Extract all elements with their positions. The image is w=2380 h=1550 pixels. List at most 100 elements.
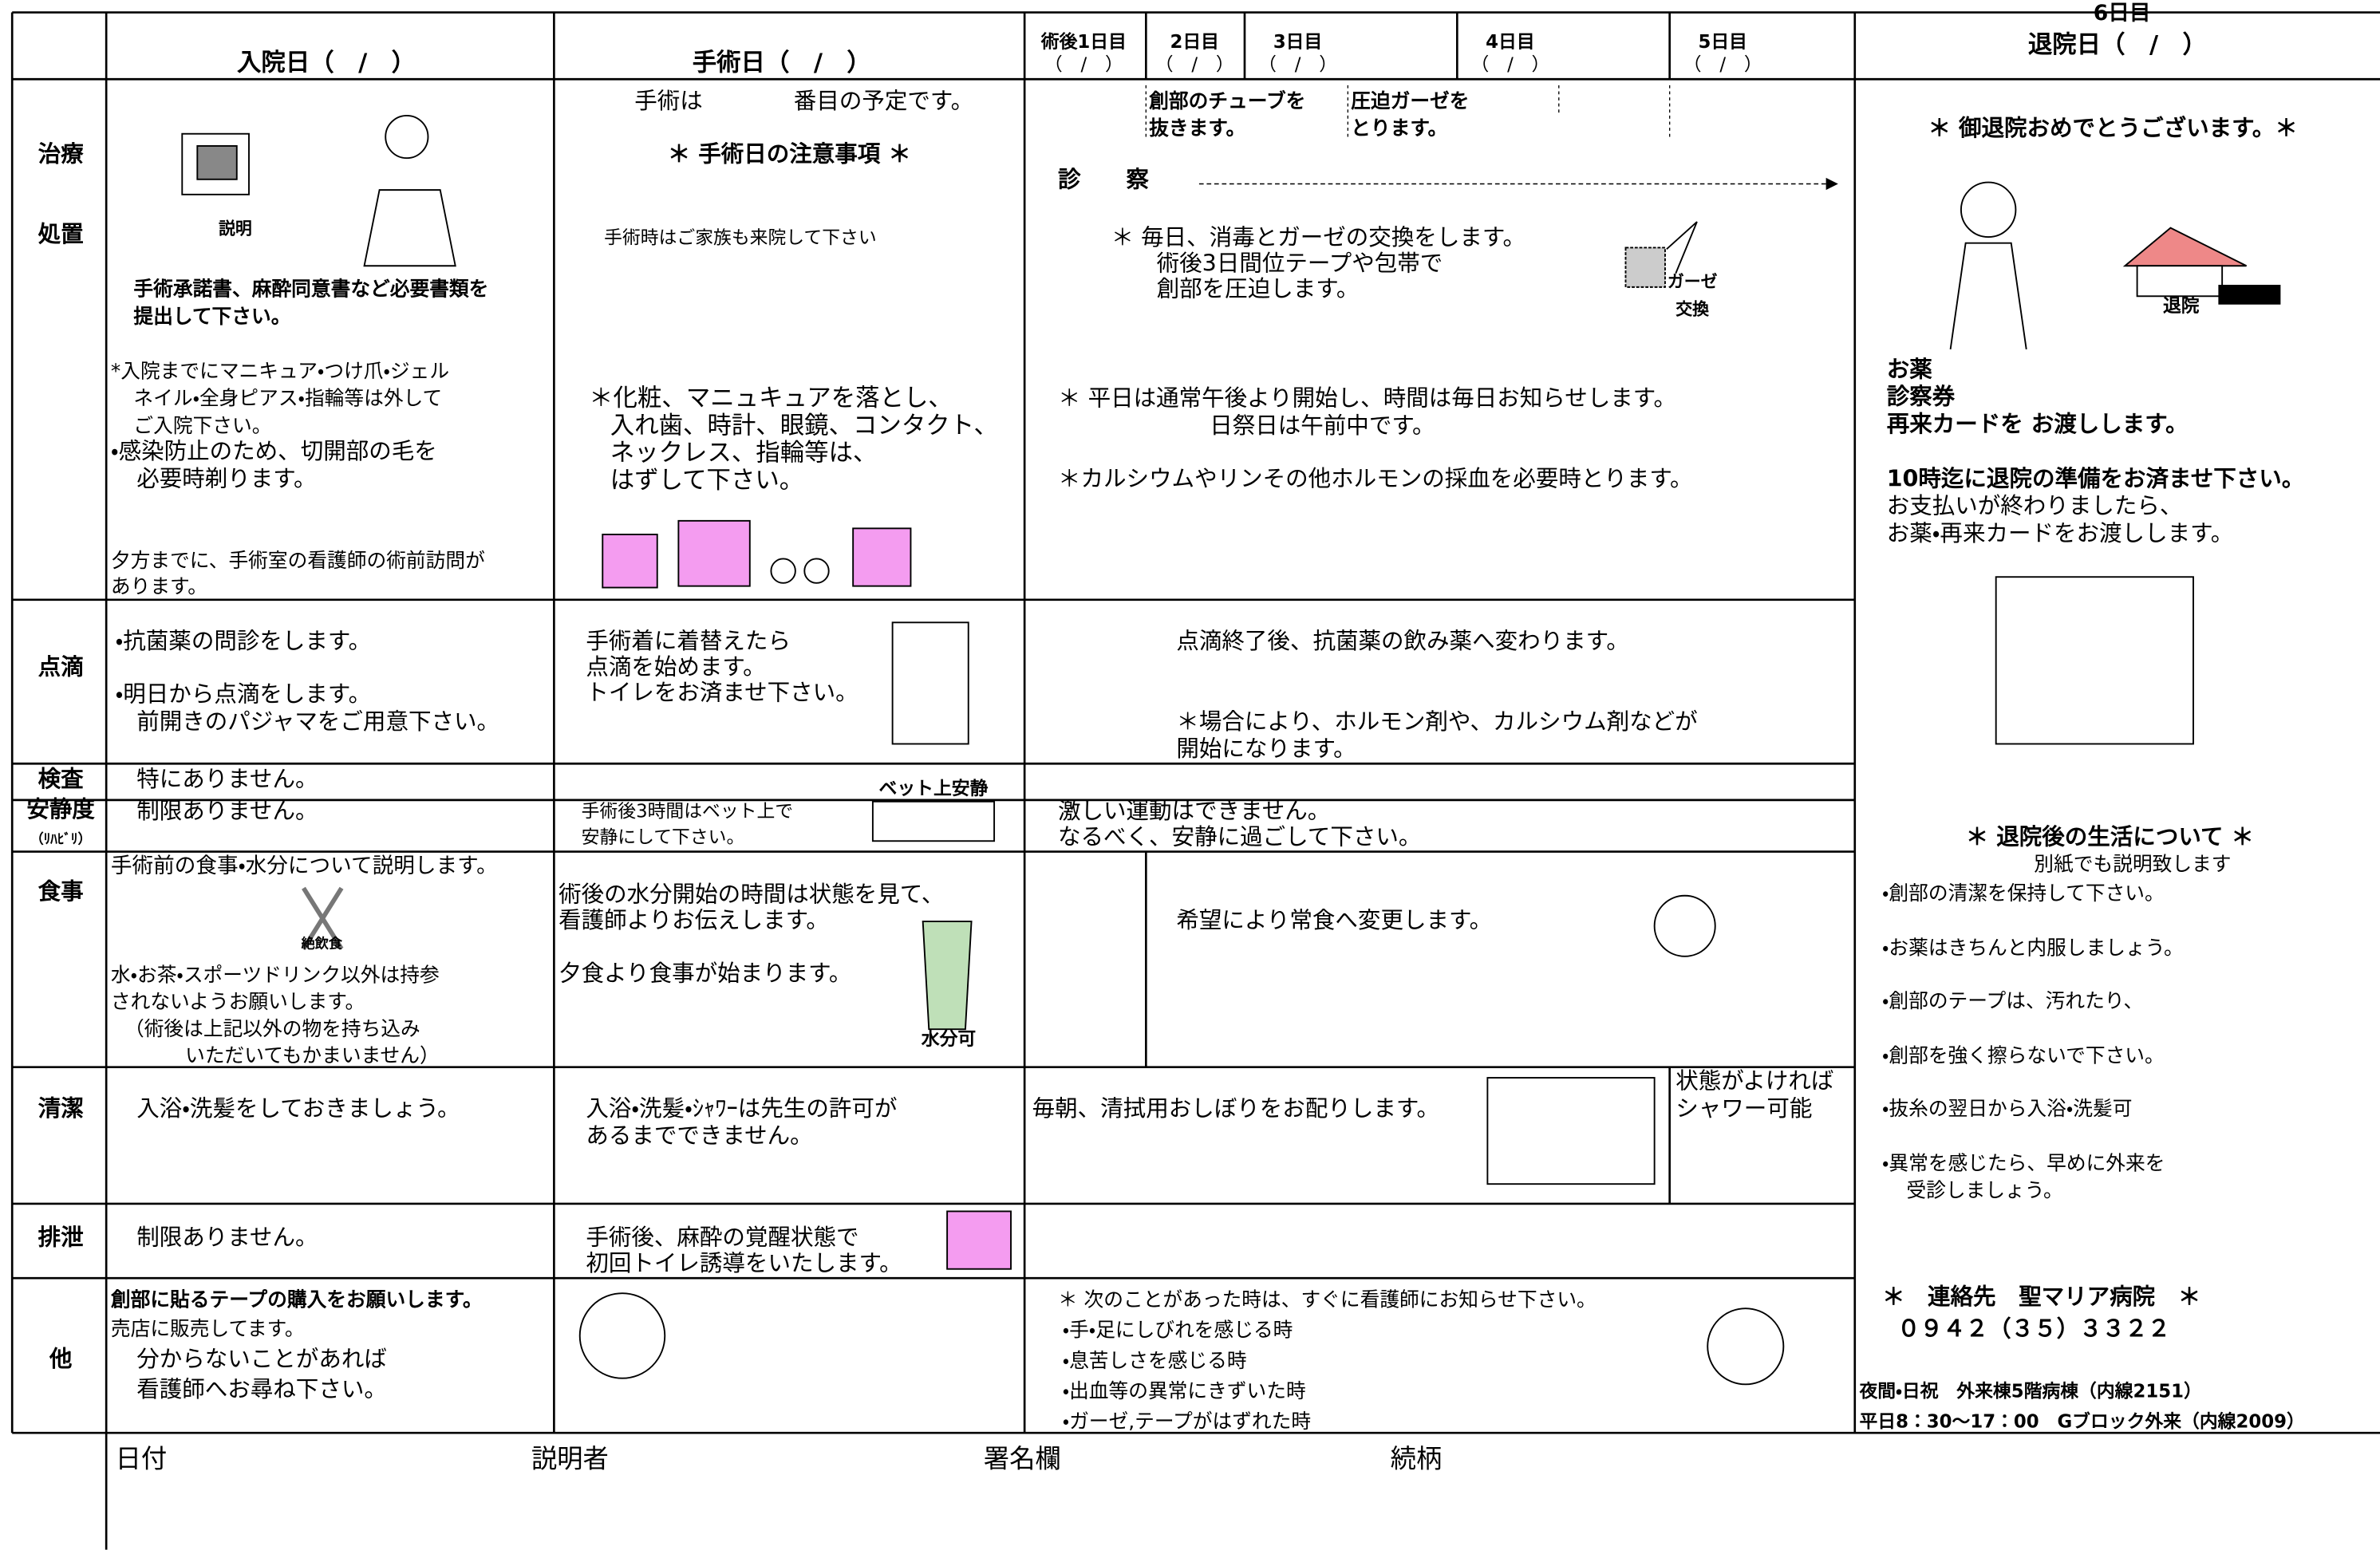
signature-label: 日付 (116, 1443, 168, 1473)
row-label: 安静度 (26, 796, 95, 822)
column-header: 2日目 (1170, 32, 1219, 53)
row-label: 処置 (38, 221, 84, 247)
text-line: 手術は 番目の予定です。 (634, 88, 973, 114)
row-label: 清潔 (38, 1095, 85, 1122)
text-line: 手術前の食事・水分について説明します。 (111, 854, 498, 878)
text-line: 抜きます。 (1149, 116, 1245, 140)
text-line: ご入院下さい。 (133, 414, 271, 437)
text-line: 激しい運動はできません。 (1058, 798, 1330, 824)
column-header: 手術日（ / ） (693, 49, 871, 77)
row-label: （ﾘﾊﾋﾞﾘ） (30, 830, 92, 847)
text-line: 水・お茶・スポーツドリンク以外は持参 (111, 964, 440, 987)
text-line: 圧迫ガーゼを (1351, 89, 1469, 112)
row-label: 点滴 (38, 653, 84, 680)
text-line: ＊場合により、ホルモン剤や、カルシウム剤などが (1176, 708, 1697, 735)
text-line: （術後は上記以外の物を持ち込み (124, 1017, 420, 1040)
row-label: 他 (49, 1346, 73, 1372)
icon-label: ガーゼ (1668, 272, 1718, 291)
text-line: 平日8：30～17：00 Gブロック外来（内線2009） (1859, 1410, 2304, 1432)
text-line: 点滴終了後、抗菌薬の飲み薬へ変わります。 (1176, 628, 1628, 654)
text-line: 看護師へお尋ね下さい。 (136, 1376, 387, 1402)
column-header: 3日目 (1273, 32, 1323, 53)
text-line: 手術承諾書、麻酔同意書など必要書類を (133, 278, 488, 301)
row-label: 治療 (38, 140, 85, 167)
text-line: ・お薬はきちんと内服しましょう。 (1882, 936, 2184, 959)
text-line: 制限ありません。 (136, 1225, 318, 1251)
column-date: （ / ） (1470, 55, 1549, 76)
signature-label: 続柄 (1391, 1443, 1443, 1473)
text-line: ・創部の清潔を保持して下さい。 (1882, 881, 2165, 905)
row-label: 検査 (38, 766, 85, 792)
text-line: 分からないことがあれば (136, 1346, 387, 1372)
text-line: 創部のチューブを (1149, 89, 1305, 112)
text-line: 診察券 (1887, 384, 1956, 410)
text-line: とります。 (1351, 116, 1447, 140)
text-line: 毎朝、清拭用おしぼりをお配りします。 (1032, 1095, 1439, 1122)
text-line: ・手・足にしびれを感じる時 (1063, 1319, 1293, 1342)
text-line: ＊カルシウムやリンその他ホルモンの採血を必要時とります。 (1058, 465, 1693, 491)
text-line: 状態がよければ (1675, 1068, 1833, 1094)
text-line: 売店に販売してます。 (111, 1317, 305, 1340)
text-line: 術後3日間位テープや包帯で (1157, 250, 1443, 276)
text-line: ・出血等の異常にきずいた時 (1063, 1379, 1306, 1402)
text-line: 入れ歯、時計、眼鏡、コンタクト、 (610, 412, 998, 440)
text-line: 創部を圧迫します。 (1157, 276, 1360, 302)
column-header: 術後1日目 (1040, 31, 1127, 53)
column-date: （ / ） (1155, 55, 1234, 76)
text-line: あります。 (111, 575, 207, 598)
text-line: なるべく、安静に過ごして下さい。 (1058, 823, 1421, 850)
text-line: 希望により常食へ変更します。 (1176, 907, 1492, 933)
text-line: 別紙でも説明致します (2034, 853, 2231, 876)
text-line: 手術後3時間はベット上で (582, 802, 793, 822)
text-line: 入浴・洗髪・ｼｬﾜｰは先生の許可が (586, 1095, 897, 1122)
icon-label: 交換 (1675, 299, 1710, 318)
column-header: 入院日（ / ） (237, 49, 416, 77)
text-line: 特にありません。 (136, 766, 318, 792)
icon-label: 絶飲食 (301, 936, 343, 952)
text-line: 受診しましょう。 (1906, 1179, 2062, 1202)
text-line: 前開きのパジャマをご用意下さい。 (136, 708, 499, 735)
column-header: 退院日（ / ） (2028, 31, 2207, 59)
text-line: 再来カードを お渡しします。 (1887, 411, 2189, 437)
text-line: ＊ 手術日の注意事項 ＊ (668, 140, 911, 167)
text-line: ＊ 退院後の生活について ＊ (1966, 823, 2254, 850)
text-line: ＊ 平日は通常午後より開始し、時間は毎日お知らせします。 (1058, 385, 1676, 412)
text-line: お支払いが終わりましたら、 (1887, 493, 2183, 519)
text-line: いただいてもかまいません） (185, 1044, 440, 1067)
text-line: ＊ 連絡先 聖マリア病院 ＊ (1882, 1284, 2200, 1310)
signature-label: 説明者 (531, 1443, 609, 1473)
text-line: お薬 (1887, 357, 1933, 383)
text-line: トイレをお済ませ下さい。 (586, 680, 858, 706)
icon-label: 退院 (2163, 296, 2200, 317)
text-line: ・明日から点滴をします。 (116, 681, 372, 708)
text-line: 夕方までに、手術室の看護師の術前訪問が (111, 549, 485, 572)
text-line: 夜間・日祝 外来棟5階病棟（内線2151） (1858, 1380, 2201, 1402)
icon-label: ベット上安静 (879, 778, 989, 799)
text-line: 手術着に着替えたら (586, 628, 791, 654)
text-line: 創部に貼るテープの購入をお願いします。 (111, 1288, 483, 1311)
text-line: ＊ 次のことがあった時は、すぐに看護師にお知らせ下さい。 (1058, 1288, 1597, 1311)
table-grid (10, 11, 2380, 1550)
column-header: 6日目 (2094, 1, 2151, 26)
text-line: ・創部を強く擦らないで下さい。 (1882, 1043, 2165, 1067)
text-line: 点滴を始めます。 (586, 653, 765, 680)
text-line: 提出して下さい。 (133, 305, 290, 328)
icon-label: 水分可 (921, 1029, 977, 1050)
row-label: 食事 (38, 878, 84, 905)
text-line: ネックレス、指輪等は、 (610, 440, 878, 467)
text-line: 手術後、麻酔の覚醒状態で (586, 1225, 858, 1251)
text-line: 初回トイレ誘導をいたします。 (586, 1250, 902, 1276)
text-line: ＊化粧、マニュキュアを落とし、 (589, 385, 953, 412)
text-line: *入院までにマニキュア・つけ爪・ジェル (111, 359, 449, 382)
text-line: ＊ 毎日、消毒とガーゼの交換をします。 (1111, 224, 1526, 250)
text-line: ・抜糸の翌日から入浴・洗髪可 (1882, 1097, 2132, 1120)
text-line: お薬・再来カードをお渡しします。 (1887, 520, 2234, 546)
text-line: ・感染防止のため、切開部の毛を (111, 438, 437, 464)
text-line: ・抗菌薬の問診をします。 (116, 628, 372, 654)
text-line: 制限ありません。 (136, 798, 318, 824)
text-line: されないようお願いします。 (111, 990, 365, 1013)
icon-label: 説明 (219, 219, 252, 239)
text-line: ０９４２（３５）３３２２ (1897, 1315, 2170, 1342)
column-date: （ / ） (1044, 55, 1123, 76)
